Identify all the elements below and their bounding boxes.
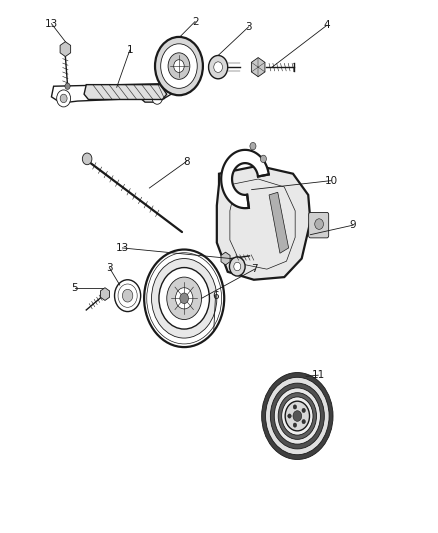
Polygon shape	[221, 252, 230, 265]
Circle shape	[65, 83, 70, 90]
Circle shape	[293, 423, 297, 427]
Circle shape	[159, 268, 209, 329]
Circle shape	[282, 397, 313, 435]
Polygon shape	[51, 84, 171, 102]
Circle shape	[208, 55, 228, 79]
Circle shape	[214, 62, 223, 72]
Text: 10: 10	[325, 175, 338, 185]
Circle shape	[260, 155, 266, 163]
Circle shape	[174, 60, 184, 72]
Circle shape	[60, 94, 67, 103]
FancyBboxPatch shape	[309, 213, 328, 238]
Circle shape	[57, 90, 71, 107]
Circle shape	[122, 289, 133, 302]
Circle shape	[278, 393, 317, 439]
Circle shape	[155, 37, 203, 95]
Circle shape	[274, 388, 321, 444]
Polygon shape	[217, 166, 311, 280]
Polygon shape	[221, 150, 269, 208]
Circle shape	[144, 249, 224, 347]
Circle shape	[234, 262, 241, 271]
Text: 4: 4	[324, 20, 330, 30]
Circle shape	[230, 257, 245, 276]
Text: 3: 3	[106, 263, 113, 272]
Circle shape	[270, 383, 324, 449]
Text: 13: 13	[116, 243, 129, 253]
Text: 1: 1	[127, 45, 133, 55]
Circle shape	[288, 414, 291, 418]
Text: 11: 11	[311, 370, 325, 380]
Circle shape	[285, 401, 310, 431]
Polygon shape	[160, 56, 178, 85]
Text: 5: 5	[71, 282, 78, 293]
Polygon shape	[60, 42, 71, 56]
Text: 2: 2	[192, 17, 198, 27]
Circle shape	[176, 288, 193, 309]
Text: 13: 13	[45, 19, 58, 29]
Circle shape	[115, 280, 141, 312]
Polygon shape	[100, 288, 110, 301]
Polygon shape	[251, 58, 265, 77]
Text: 8: 8	[183, 157, 190, 166]
Polygon shape	[269, 192, 289, 253]
Circle shape	[180, 293, 188, 304]
Text: 6: 6	[212, 290, 219, 301]
Circle shape	[152, 259, 217, 338]
Circle shape	[82, 153, 92, 165]
Circle shape	[250, 142, 256, 150]
Circle shape	[261, 373, 333, 459]
Polygon shape	[84, 85, 167, 100]
Circle shape	[152, 92, 162, 104]
Circle shape	[168, 53, 190, 79]
Circle shape	[161, 44, 197, 88]
Circle shape	[302, 408, 305, 413]
Text: 9: 9	[350, 220, 357, 230]
Circle shape	[293, 411, 302, 421]
Circle shape	[167, 277, 201, 319]
Circle shape	[315, 219, 323, 229]
Circle shape	[265, 377, 329, 455]
Text: 3: 3	[245, 22, 252, 32]
Circle shape	[302, 419, 305, 424]
Text: 7: 7	[251, 264, 258, 274]
Circle shape	[293, 405, 297, 409]
